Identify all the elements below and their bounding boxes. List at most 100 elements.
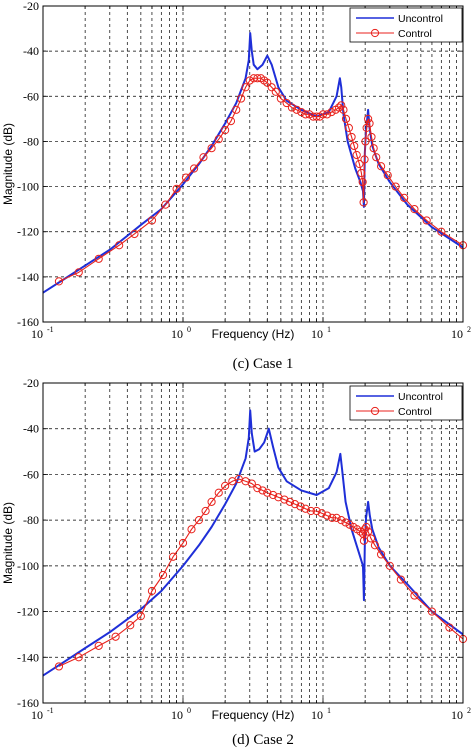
data-point — [410, 591, 419, 600]
data-point — [263, 488, 272, 497]
data-point — [334, 103, 344, 112]
data-point — [400, 193, 409, 202]
data-point — [301, 504, 310, 513]
data-point — [356, 527, 365, 536]
data-point — [201, 506, 210, 516]
data-point — [427, 607, 437, 616]
data-point — [236, 94, 246, 103]
data-point — [245, 76, 254, 85]
data-point — [327, 107, 336, 117]
grid — [43, 6, 463, 322]
data-point — [74, 653, 83, 662]
data-point — [271, 87, 280, 96]
data-point — [347, 132, 356, 142]
data-point — [350, 141, 359, 151]
x-tick-label: 10 — [451, 327, 463, 341]
series-control — [54, 474, 468, 671]
legend-box — [349, 385, 463, 421]
data-point — [337, 101, 346, 110]
data-point — [136, 612, 145, 621]
data-point — [126, 621, 135, 630]
data-point — [317, 509, 326, 518]
data-point — [54, 277, 64, 286]
data-point — [290, 500, 300, 509]
data-point — [385, 561, 394, 570]
data-point — [366, 534, 376, 543]
data-point — [341, 114, 351, 123]
data-point — [323, 511, 332, 520]
data-point — [74, 268, 83, 277]
data-point — [357, 168, 366, 178]
legend-label: Control — [398, 28, 432, 40]
data-point — [332, 513, 341, 522]
tick-marks — [42, 5, 464, 323]
data-point — [94, 641, 103, 650]
data-point — [344, 123, 353, 132]
y-tick-label: -100 — [17, 180, 39, 194]
y-tick-label: -160 — [17, 696, 39, 710]
data-point — [207, 144, 216, 153]
data-point — [94, 254, 103, 263]
series-line — [58, 77, 464, 282]
data-point — [369, 144, 378, 153]
y-tick-label: -20 — [23, 376, 39, 390]
data-point — [396, 575, 405, 584]
data-point — [376, 162, 386, 171]
data-point — [296, 502, 305, 511]
data-point — [422, 216, 431, 225]
data-point — [111, 632, 120, 641]
data-point — [214, 135, 223, 144]
y-tick-label: -140 — [17, 650, 39, 664]
x-tick-exponent: -1 — [47, 325, 54, 334]
y-tick-label: -40 — [23, 44, 39, 58]
x-axis-label: Frequency (Hz) — [212, 708, 295, 722]
data-point — [367, 132, 376, 142]
x-axis-label: Frequency (Hz) — [212, 327, 295, 341]
data-point — [207, 497, 216, 506]
data-point — [391, 182, 400, 191]
x-tick-label: 10 — [311, 327, 323, 341]
data-point — [189, 164, 199, 173]
data-point — [115, 241, 124, 250]
y-tick-label: -80 — [23, 134, 39, 148]
data-point — [199, 153, 208, 162]
figure-caption: (c) Case 1 — [233, 356, 294, 372]
data-point — [181, 173, 191, 182]
y-tick-label: -20 — [23, 0, 39, 13]
series-line — [42, 409, 464, 677]
data-point — [359, 536, 369, 545]
plot-frame — [42, 382, 464, 704]
series-uncontrol — [42, 409, 464, 677]
figure-caption: (d) Case 2 — [232, 732, 294, 748]
tick-marks — [42, 382, 464, 704]
data-point — [226, 117, 236, 126]
data-point — [221, 126, 230, 135]
data-point — [361, 137, 370, 146]
data-point — [358, 177, 367, 187]
data-point — [355, 159, 364, 169]
x-tick-exponent: 2 — [467, 706, 471, 715]
data-point — [383, 171, 392, 180]
data-point — [267, 83, 276, 92]
x-tick-label: 10 — [311, 708, 323, 722]
data-point — [268, 490, 278, 500]
y-tick-label: -40 — [23, 422, 39, 436]
x-tick-label: 10 — [31, 708, 43, 722]
data-point — [285, 497, 294, 506]
y-tick-label: -100 — [17, 559, 39, 573]
data-point — [187, 525, 196, 534]
data-point — [359, 198, 368, 207]
data-point — [362, 123, 371, 132]
data-point — [232, 105, 241, 114]
y-tick-label: -120 — [17, 605, 39, 619]
data-point — [253, 484, 262, 493]
x-tick-exponent: 1 — [327, 325, 331, 334]
data-point — [158, 570, 168, 580]
data-point — [410, 205, 419, 214]
legend-marker — [370, 406, 380, 416]
x-tick-exponent: 0 — [187, 325, 191, 334]
data-point — [327, 513, 337, 522]
data-point — [372, 153, 381, 162]
